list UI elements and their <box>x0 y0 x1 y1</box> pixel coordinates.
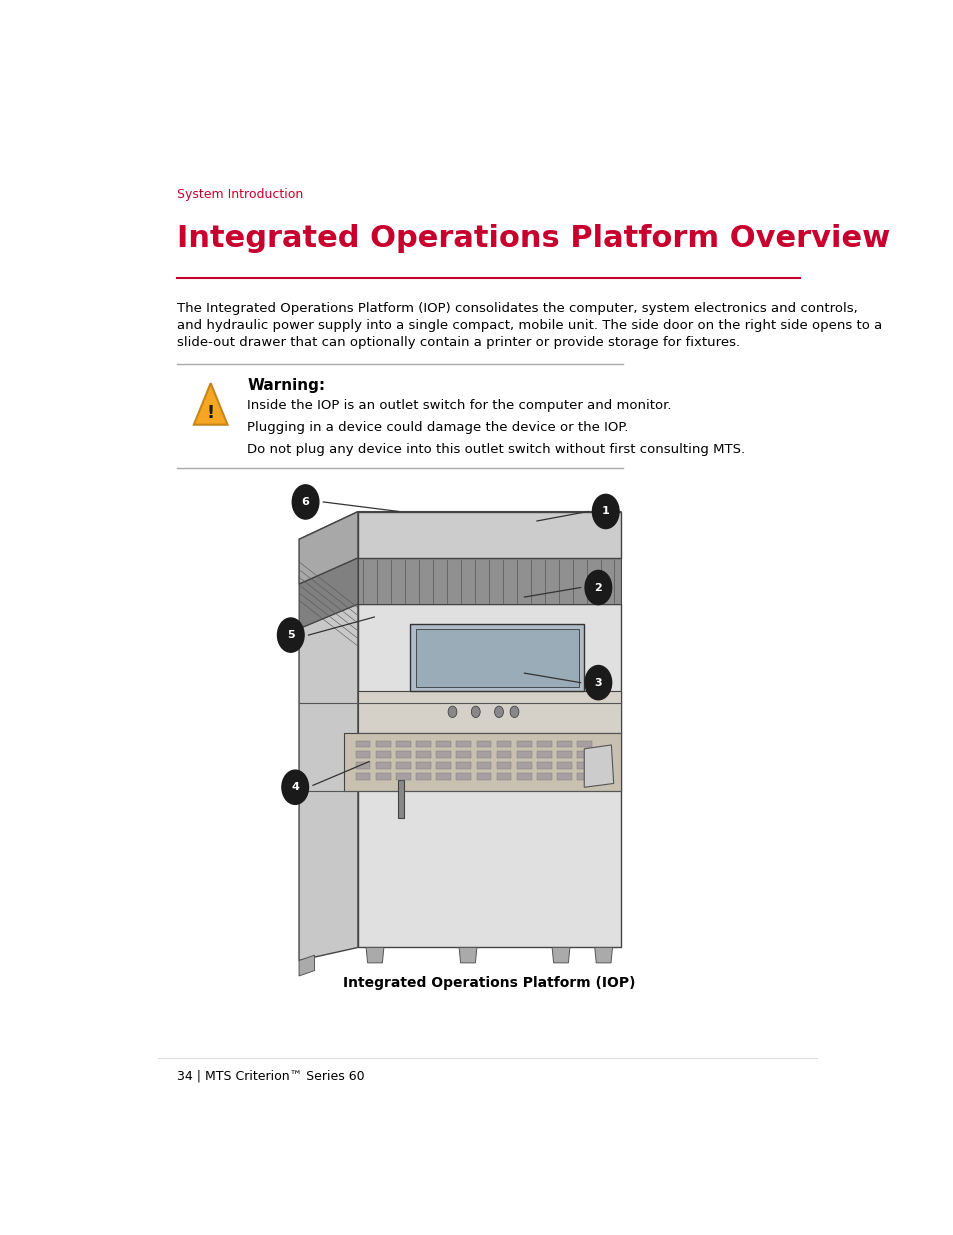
FancyBboxPatch shape <box>375 773 390 779</box>
Text: !: ! <box>207 404 214 422</box>
Text: 4: 4 <box>291 782 299 792</box>
Polygon shape <box>357 692 620 734</box>
FancyBboxPatch shape <box>355 762 370 768</box>
Polygon shape <box>552 947 569 963</box>
FancyBboxPatch shape <box>476 762 491 768</box>
FancyBboxPatch shape <box>456 773 471 779</box>
FancyBboxPatch shape <box>395 741 411 747</box>
FancyBboxPatch shape <box>497 751 511 758</box>
Polygon shape <box>357 558 620 604</box>
FancyBboxPatch shape <box>497 741 511 747</box>
FancyBboxPatch shape <box>577 773 592 779</box>
Polygon shape <box>357 511 620 558</box>
FancyBboxPatch shape <box>397 781 404 818</box>
FancyBboxPatch shape <box>355 751 370 758</box>
FancyBboxPatch shape <box>355 741 370 747</box>
FancyBboxPatch shape <box>497 762 511 768</box>
Text: Do not plug any device into this outlet switch without first consulting MTS.: Do not plug any device into this outlet … <box>247 443 744 456</box>
FancyBboxPatch shape <box>537 751 551 758</box>
Circle shape <box>292 485 318 519</box>
FancyBboxPatch shape <box>557 773 571 779</box>
Circle shape <box>282 771 308 804</box>
FancyBboxPatch shape <box>517 762 531 768</box>
FancyBboxPatch shape <box>395 751 411 758</box>
FancyBboxPatch shape <box>456 762 471 768</box>
Polygon shape <box>366 947 383 963</box>
FancyBboxPatch shape <box>537 762 551 768</box>
FancyBboxPatch shape <box>436 773 451 779</box>
FancyBboxPatch shape <box>476 751 491 758</box>
FancyBboxPatch shape <box>456 741 471 747</box>
FancyBboxPatch shape <box>577 751 592 758</box>
FancyBboxPatch shape <box>577 762 592 768</box>
Polygon shape <box>410 624 583 692</box>
Polygon shape <box>344 734 620 792</box>
Polygon shape <box>298 955 314 976</box>
FancyBboxPatch shape <box>476 741 491 747</box>
Polygon shape <box>458 947 476 963</box>
Polygon shape <box>298 558 357 629</box>
Circle shape <box>510 706 518 718</box>
FancyBboxPatch shape <box>395 773 411 779</box>
Text: Warning:: Warning: <box>247 378 325 393</box>
Polygon shape <box>193 383 228 425</box>
FancyBboxPatch shape <box>456 751 471 758</box>
Circle shape <box>277 618 304 652</box>
Circle shape <box>592 494 618 529</box>
FancyBboxPatch shape <box>476 773 491 779</box>
FancyBboxPatch shape <box>416 762 431 768</box>
FancyBboxPatch shape <box>416 741 431 747</box>
Text: slide-out drawer that can optionally contain a printer or provide storage for fi: slide-out drawer that can optionally con… <box>177 336 740 350</box>
Text: Plugging in a device could damage the device or the IOP.: Plugging in a device could damage the de… <box>247 421 628 433</box>
FancyBboxPatch shape <box>557 751 571 758</box>
FancyBboxPatch shape <box>557 762 571 768</box>
Text: The Integrated Operations Platform (IOP) consolidates the computer, system elect: The Integrated Operations Platform (IOP)… <box>177 303 858 315</box>
Polygon shape <box>416 629 578 687</box>
FancyBboxPatch shape <box>557 741 571 747</box>
FancyBboxPatch shape <box>395 762 411 768</box>
Polygon shape <box>298 604 357 961</box>
FancyBboxPatch shape <box>517 773 531 779</box>
Text: Integrated Operations Platform (IOP): Integrated Operations Platform (IOP) <box>342 976 635 990</box>
Text: and hydraulic power supply into a single compact, mobile unit. The side door on : and hydraulic power supply into a single… <box>177 320 882 332</box>
FancyBboxPatch shape <box>375 741 390 747</box>
Polygon shape <box>594 947 612 963</box>
FancyBboxPatch shape <box>436 762 451 768</box>
FancyBboxPatch shape <box>537 773 551 779</box>
FancyBboxPatch shape <box>416 773 431 779</box>
Polygon shape <box>357 604 620 947</box>
Text: 34 | MTS Criterion™ Series 60: 34 | MTS Criterion™ Series 60 <box>177 1070 365 1082</box>
FancyBboxPatch shape <box>517 751 531 758</box>
Polygon shape <box>583 745 613 787</box>
FancyBboxPatch shape <box>497 773 511 779</box>
Circle shape <box>471 706 479 718</box>
FancyBboxPatch shape <box>517 741 531 747</box>
Text: 6: 6 <box>301 496 309 506</box>
FancyBboxPatch shape <box>436 751 451 758</box>
Circle shape <box>584 666 611 700</box>
FancyBboxPatch shape <box>577 741 592 747</box>
Text: 2: 2 <box>594 583 601 593</box>
FancyBboxPatch shape <box>355 773 370 779</box>
Circle shape <box>584 571 611 605</box>
Text: Integrated Operations Platform Overview: Integrated Operations Platform Overview <box>177 224 890 253</box>
Text: 5: 5 <box>287 630 294 640</box>
Text: 1: 1 <box>601 506 609 516</box>
Text: 3: 3 <box>594 678 601 688</box>
Polygon shape <box>298 511 620 540</box>
FancyBboxPatch shape <box>375 751 390 758</box>
Text: System Introduction: System Introduction <box>177 188 303 201</box>
FancyBboxPatch shape <box>375 762 390 768</box>
FancyBboxPatch shape <box>416 751 431 758</box>
Polygon shape <box>298 511 357 584</box>
FancyBboxPatch shape <box>436 741 451 747</box>
FancyBboxPatch shape <box>537 741 551 747</box>
Circle shape <box>448 706 456 718</box>
Text: Inside the IOP is an outlet switch for the computer and monitor.: Inside the IOP is an outlet switch for t… <box>247 399 671 412</box>
Circle shape <box>494 706 503 718</box>
